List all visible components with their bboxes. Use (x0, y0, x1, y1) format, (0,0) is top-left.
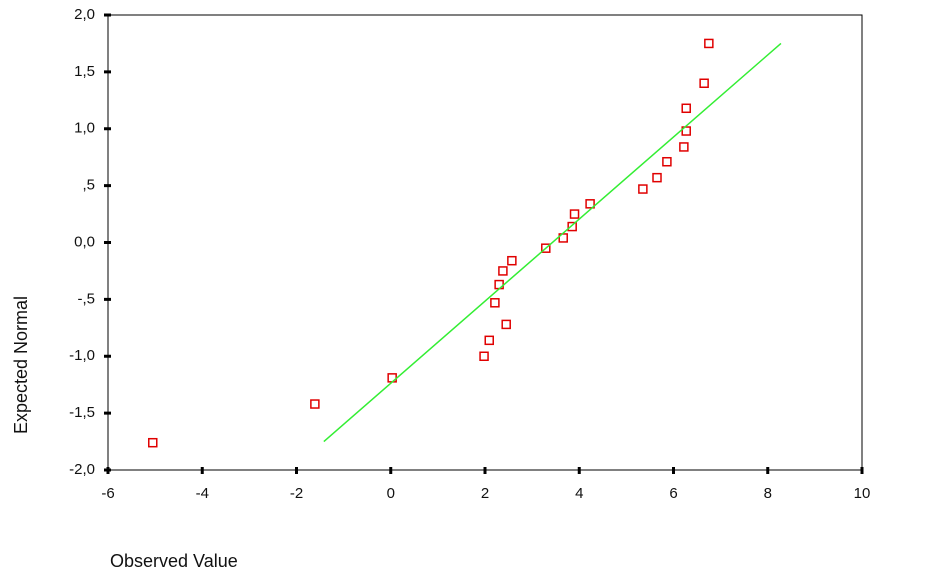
reference-line (323, 42, 782, 443)
x-tick-label: 8 (764, 485, 772, 502)
point (652, 172, 662, 183)
point (501, 319, 511, 330)
point (569, 209, 580, 219)
point (498, 266, 508, 276)
point (387, 373, 397, 383)
y-tick-label: -1,0 (69, 347, 95, 364)
point (490, 298, 500, 308)
y-tick-label: -1,5 (69, 404, 95, 421)
point (638, 184, 648, 194)
point (585, 199, 595, 209)
x-tick-label: -4 (196, 485, 209, 502)
y-tick-label: 2,0 (74, 6, 95, 23)
x-tick-label: 4 (575, 485, 583, 502)
x-tick-label: 10 (854, 485, 871, 502)
x-tick-label: 2 (481, 485, 489, 502)
point (310, 399, 320, 409)
y-tick-label: 0,0 (74, 233, 95, 250)
x-axis-label: Observed Value (110, 551, 238, 571)
y-axis-label: Expected Normal (11, 296, 31, 434)
point (679, 142, 689, 152)
plot-frame (107, 14, 863, 471)
point (681, 126, 691, 136)
point (681, 103, 691, 114)
point (148, 437, 158, 448)
point (567, 221, 577, 232)
point (479, 351, 489, 361)
y-tick-label: 1,5 (74, 63, 95, 80)
y-tick-label: 1,0 (74, 120, 95, 137)
point (704, 38, 714, 49)
y-tick-label: -2,0 (69, 461, 95, 478)
point (662, 156, 672, 167)
point (507, 255, 517, 266)
point (699, 78, 709, 88)
point (484, 335, 494, 346)
x-tick-label: -6 (101, 485, 114, 502)
x-tick-label: -2 (290, 485, 303, 502)
y-tick-label: -,5 (77, 290, 95, 307)
x-tick-label: 0 (387, 485, 395, 502)
x-tick-label: 6 (669, 485, 677, 502)
y-tick-label: ,5 (82, 177, 95, 194)
point (541, 243, 551, 253)
